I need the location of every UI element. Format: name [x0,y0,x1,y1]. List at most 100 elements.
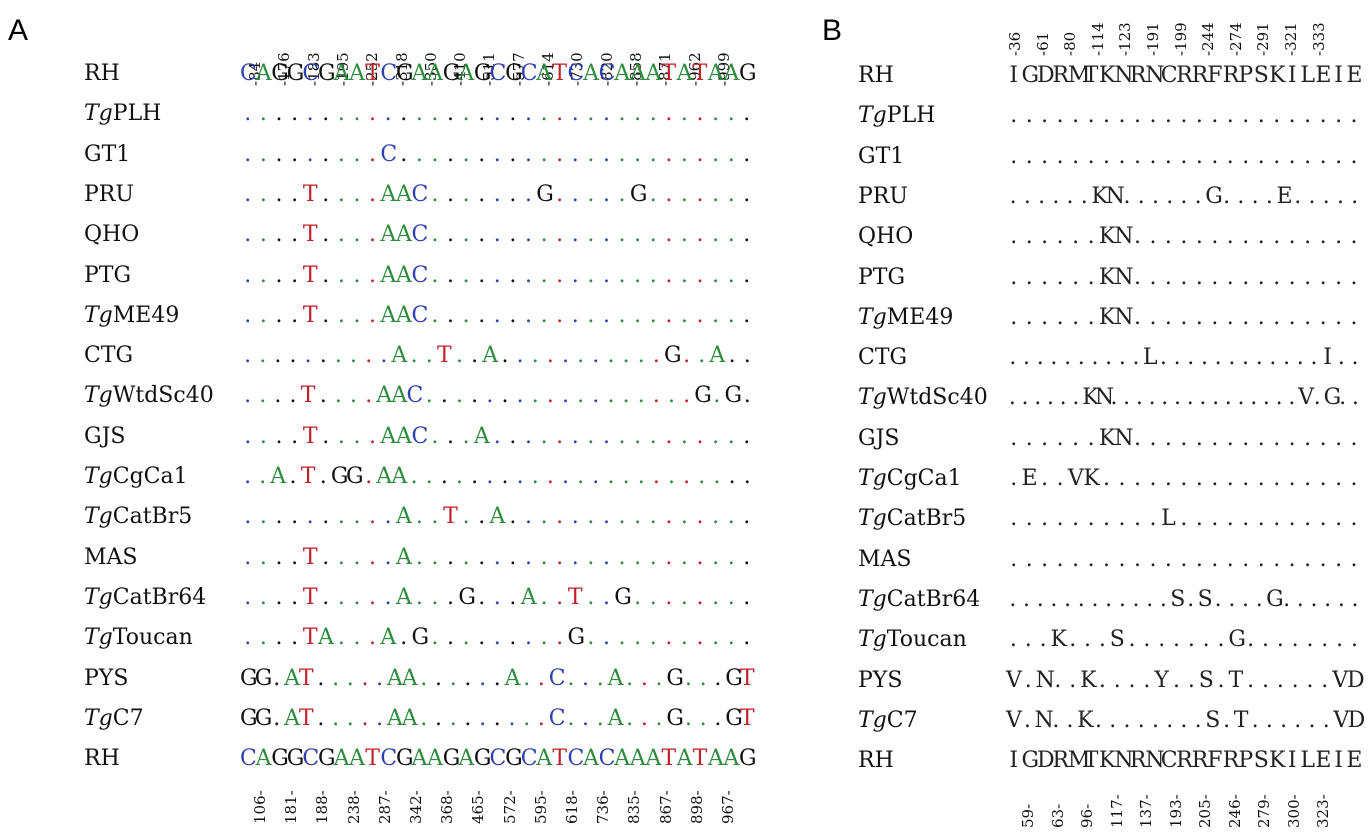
panelA-bottom-position-label: 835- [625,790,644,824]
panelB-sequence-row: . E.. VK................. [1010,466,1358,491]
panelA-sequence-row: ....T.....A...G...A..T..G........ [244,584,751,610]
panelB-bottom-position-label: 59- [1019,803,1037,828]
panelB-bottom-position-label: 117- [1107,794,1126,828]
panelA-sequence-row: CAGGCGAATCGAAGAGCGCATCACAAATATAAG [240,61,757,86]
panelA-sequence-row: CAGGCGAATCGAAGAGCGCATCACAAATATAAG [240,746,757,772]
panelA-bottom-position-label: 368- [438,790,457,824]
panelB-strain-label: TgWtdSc40 [858,385,988,411]
panelB-top-position-label: -244 [1199,22,1218,56]
panelB-strain-label: TgC7 [858,708,918,734]
panelB-top-position-label: -291 [1254,22,1273,56]
panelB-strain-label: GJS [858,426,899,452]
strain-prefix: Tg [858,103,887,129]
panelA-sequence-row: ................................. [244,101,751,127]
panelB-top-position-label: -321 [1282,22,1300,56]
panelA-strain-label: PTG [84,263,131,289]
panelA-sequence-row: GG. AT..... AA...... A.. C... A... G... GT [240,665,755,691]
panelA-strain-label: GJS [84,424,125,450]
strain-prefix: Tg [858,385,887,411]
strain-prefix: Tg [84,504,113,530]
panelA-strain-label: TgME49 [84,303,179,329]
strain-name: PLH [112,101,162,127]
panelB-sequence-row: ....................... [1010,143,1358,169]
panelA-strain-label: MAS [84,545,138,571]
panelB-sequence-row: I GDRMTKNRNCRRFRPSK I LE I E [1009,63,1363,88]
strain-prefix: Tg [84,302,113,328]
strain-name: CatBr64 [886,586,981,612]
panelB-sequence-row: ... K... S....... G........ [1009,627,1358,653]
panelB-strain-label: PYS [858,668,902,694]
panelA-sequence-row: .... T.... AAC....... G..... G....... [244,181,751,207]
panelA-bottom-position-label: 181- [282,790,301,824]
panelB-bottom-position-label: 63- [1048,803,1067,828]
panelA-strain-label: TgCatBr5 [84,504,192,530]
panelB-strain-label: TgCatBr64 [858,587,980,613]
panelB-sequence-row: ..........L............I.. [1009,345,1359,371]
panelB-strain-label: RH [858,748,894,774]
panelA-bottom-position-label: 736- [594,790,613,824]
strain-name: MAS [858,546,912,572]
panelB-top-position-label: -80 [1061,31,1080,56]
strain-name: PLH [886,103,936,129]
panelA-strain-label: RH [84,746,120,772]
panelB-sequence-row: ...... KN............... [1010,224,1358,250]
panelA-strain-label: GT1 [84,142,130,168]
strain-name: WtdSc40 [112,383,214,409]
panelB-strain-label: RH [858,63,894,89]
strain-name: GJS [858,425,900,451]
panelA-strain-label: TgCatBr64 [84,585,206,611]
strain-name: C7 [886,707,918,733]
panelA-strain-label: PRU [84,182,134,208]
panelB-bottom-position-label: 279- [1255,794,1273,828]
panelA-sequence-row: .... T.... AAC..................... [244,262,751,288]
panelB-sequence-row: ............ S. S.... G...... [1009,586,1359,612]
panelA-strain-label: TgCgCa1 [84,464,188,490]
strain-prefix: Tg [858,627,887,653]
panelB-sequence-row: ..........L............ [1010,506,1358,532]
panelA-strain-label: TgToucan [84,625,193,651]
panelB-sequence-row: ...... KN............... V. G.. [1008,385,1359,411]
panelA-bottom-position-label: 867- [656,790,675,824]
panelB-sequence-row: V. N.. K.... Y.. S. T...... VD [1006,667,1365,693]
strain-name: Toucan [112,625,193,651]
panelB-strain-label: PTG [858,265,905,291]
panelA-bottom-position-label: 967- [719,790,737,824]
panelA-sequence-row: .. A. T. GG. AA....................... [244,464,751,489]
panelB-strain-label: CTG [858,345,907,371]
panelB-top-position-label: -274 [1226,22,1245,56]
panelA-bottom-position-label: 238- [344,790,363,824]
strain-name: CatBr64 [112,584,207,610]
panelA-bottom-position-label: 618- [563,790,581,824]
panelB-sequence-row: V. N.. K........ S. T...... VD [1006,707,1366,733]
panelA-strain-label: TgC7 [84,706,144,732]
strain-name: RH [858,63,894,88]
panelB-bottom-position-label: 246- [1225,794,1244,828]
panelB-sequence-row: ....................... [1010,103,1358,129]
strain-name: GT1 [84,141,131,167]
strain-name: PYS [858,667,903,693]
panelB-strain-label: TgCgCa1 [858,466,962,492]
panelB-strain-label: MAS [858,547,912,573]
panelB-sequence-row: I GDRMTKNRNCRRFRPSK I LE I E [1009,748,1363,774]
strain-name: CgCa1 [112,464,188,489]
panelB-top-position-label: -333 [1309,22,1328,56]
strain-prefix: Tg [858,466,887,491]
panelA-bottom-position-label: 595- [531,790,550,824]
panelB-strain-label: TgPLH [858,103,935,129]
panelA-strain-label: TgWtdSc40 [84,383,214,409]
panelA-sequence-row: .... T.... AAC.................. G. G. [244,383,751,409]
strain-name: GT1 [858,143,905,169]
panelA-bottom-position-label: 465- [469,790,488,824]
panelB-strain-label: TgToucan [858,627,967,653]
panelB-top-position-label: -191 [1144,22,1162,56]
panelA-sequence-row: .... T.... AAC..................... [244,302,751,328]
strain-prefix: Tg [84,625,113,651]
strain-prefix: Tg [84,383,113,409]
panel-a-letter: A [8,14,29,47]
strain-prefix: Tg [84,705,113,731]
panelB-bottom-position-label: 300- [1284,794,1303,828]
panelB-bottom-position-label: 205- [1196,794,1214,828]
panelB-bottom-position-label: 137- [1137,794,1155,828]
panelA-sequence-row: .... T.... AAC..................... [244,222,751,248]
panelA-bottom-position-label: 287- [375,790,394,824]
